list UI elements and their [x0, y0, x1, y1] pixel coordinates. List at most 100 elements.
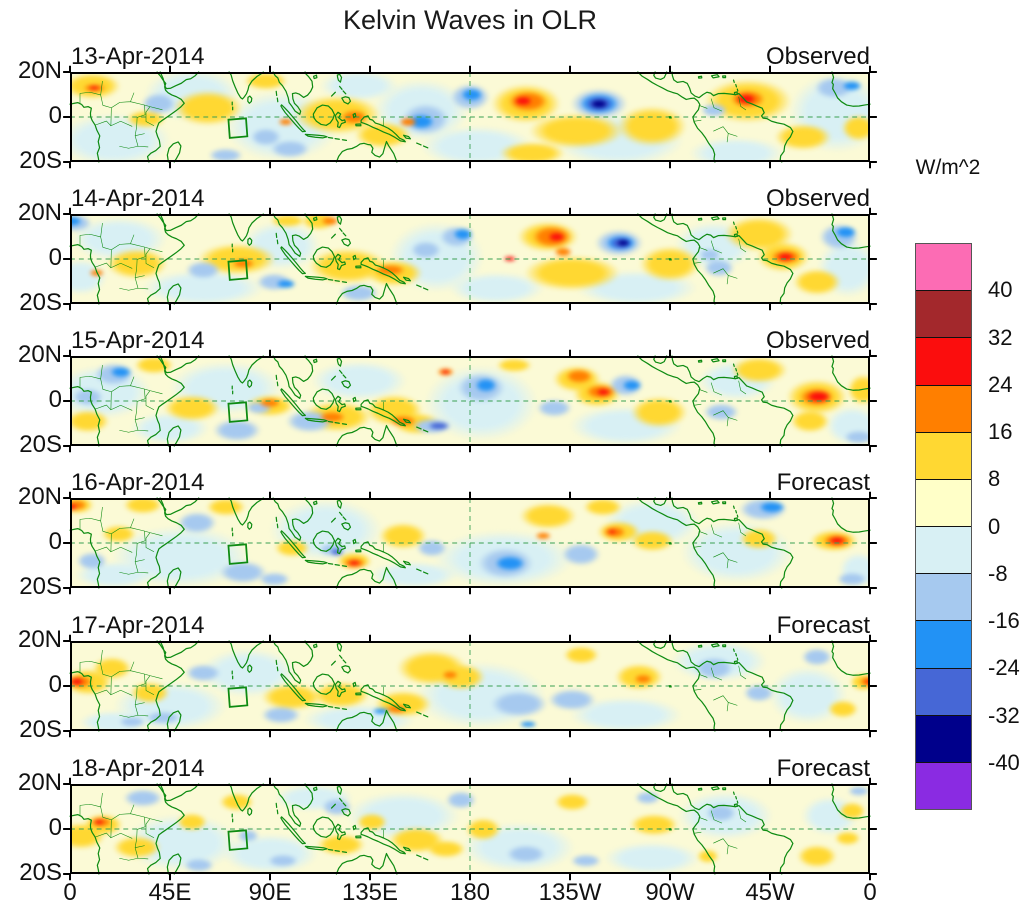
anomaly-blob	[554, 793, 590, 811]
panel-date-label: 14-Apr-2014	[71, 185, 205, 212]
anomaly-blob	[496, 358, 533, 372]
anomaly-blob	[565, 369, 593, 383]
y-tick-label: 20N	[17, 482, 62, 510]
y-tick-label: 0	[48, 243, 62, 271]
y-tick-label: 20N	[17, 198, 62, 226]
anomaly-blob	[743, 683, 775, 702]
anomaly-blob	[806, 390, 832, 403]
anomaly-blob	[258, 398, 282, 408]
colorbar-tick-label: 8	[988, 466, 1001, 492]
x-tick-label: 45E	[148, 879, 192, 906]
anomaly-blob	[236, 829, 259, 843]
anomaly-blob	[125, 110, 166, 129]
anomaly-blob	[687, 137, 786, 162]
anomaly-blob	[267, 853, 299, 868]
anomaly-blob	[425, 840, 466, 859]
anomaly-blob	[563, 645, 599, 664]
anomaly-blob	[834, 226, 857, 238]
anomaly-blob	[427, 421, 450, 430]
y-tick-label: 0	[48, 670, 62, 698]
anomaly-blob	[629, 396, 688, 428]
anomaly-blob	[622, 380, 643, 391]
y-tick-label: 20N	[17, 56, 62, 84]
anomaly-blob	[790, 410, 830, 433]
anomaly-blob	[738, 527, 779, 550]
anomaly-field	[70, 641, 870, 731]
x-tick-label: 90E	[248, 879, 292, 906]
y-tick-label: 0	[48, 813, 62, 841]
anomaly-blob	[442, 670, 458, 679]
anomaly-blob	[316, 833, 366, 856]
anomaly-blob	[93, 820, 104, 825]
panel-date-label: 17-Apr-2014	[71, 612, 205, 639]
map-panel-13-apr: 13-Apr-2014 Observed 20N 0 20S	[18, 43, 878, 174]
y-tick-label: 0	[48, 101, 62, 129]
anomaly-blob	[554, 247, 573, 257]
panel-source-label: Observed	[765, 43, 870, 70]
anomaly-blob	[76, 552, 108, 570]
anomaly-blob	[176, 813, 208, 832]
map-panel-17-apr: 17-Apr-2014 Forecast 20N 0 20S	[18, 612, 878, 743]
anomaly-blob	[258, 572, 290, 586]
anomaly-blob	[176, 511, 217, 534]
x-tick-label: 0	[863, 879, 877, 906]
map-overlay	[62, 206, 878, 312]
anomaly-blob	[498, 141, 566, 162]
y-tick-label: 20S	[19, 288, 62, 316]
anomaly-blob	[474, 378, 497, 392]
anomaly-blob	[445, 790, 477, 809]
anomaly-blob	[834, 831, 862, 845]
anomaly-blob	[514, 96, 533, 106]
anomaly-blob	[638, 245, 702, 282]
anomaly-blob	[461, 87, 484, 102]
panel-source-label: Forecast	[776, 612, 870, 639]
colorbar-tick-label: -32	[988, 702, 1020, 728]
map-panel-16-apr: 16-Apr-2014 Forecast 20N 0 20S	[18, 469, 878, 600]
anomaly-blob	[758, 501, 786, 513]
anomaly-blob	[92, 656, 133, 680]
y-tick-label: 20S	[19, 146, 62, 174]
anomaly-blob	[698, 247, 722, 262]
colorbar	[915, 243, 972, 810]
anomaly-blob	[827, 699, 859, 718]
x-tick-label: 90W	[645, 879, 695, 906]
anomaly-blob	[409, 241, 442, 259]
anomaly-blob	[776, 252, 795, 261]
y-tick-label: 20S	[19, 715, 62, 743]
anomaly-blob	[348, 560, 361, 566]
map-panel-18-apr: 18-Apr-2014 Forecast 20N 0 20S	[18, 755, 878, 886]
anomaly-blob	[634, 790, 662, 805]
anomaly-field	[70, 498, 870, 588]
anomaly-blob	[318, 411, 346, 423]
anomaly-blob	[703, 259, 735, 277]
y-tick-label: 20S	[19, 572, 62, 600]
anomaly-blob	[385, 704, 408, 713]
panel-source-label: Observed	[765, 327, 870, 354]
colorbar-tick-label: -40	[988, 749, 1020, 775]
anomaly-blob	[321, 797, 353, 816]
colorbar-cell	[916, 761, 971, 810]
colorbar-cell	[916, 478, 971, 527]
x-tick-label: 135W	[538, 879, 602, 906]
anomaly-blob	[838, 802, 866, 820]
colorbar-tick-label: -8	[988, 560, 1008, 586]
anomaly-blob	[185, 261, 222, 280]
colorbar-tick-label: -16	[988, 608, 1020, 633]
anomaly-blob	[123, 788, 164, 807]
anomaly-blob	[110, 366, 133, 378]
anomaly-blob	[89, 85, 100, 90]
anomaly-blob	[207, 148, 244, 162]
anomaly-blob	[374, 264, 406, 276]
colorbar-tick-label: 0	[988, 513, 1001, 539]
anomaly-blob	[630, 529, 675, 552]
panel-source-label: Forecast	[776, 755, 870, 782]
colorbar-cell	[916, 431, 971, 479]
anomaly-blob	[123, 498, 164, 514]
anomaly-blob	[183, 858, 215, 872]
colorbar-tick-label: 24	[988, 371, 1013, 397]
anomaly-blob	[489, 690, 548, 718]
panel-date-label: 15-Apr-2014	[71, 327, 205, 354]
anomaly-blob	[701, 103, 728, 117]
anomaly-blob	[703, 403, 739, 422]
anomaly-blob	[261, 706, 302, 725]
